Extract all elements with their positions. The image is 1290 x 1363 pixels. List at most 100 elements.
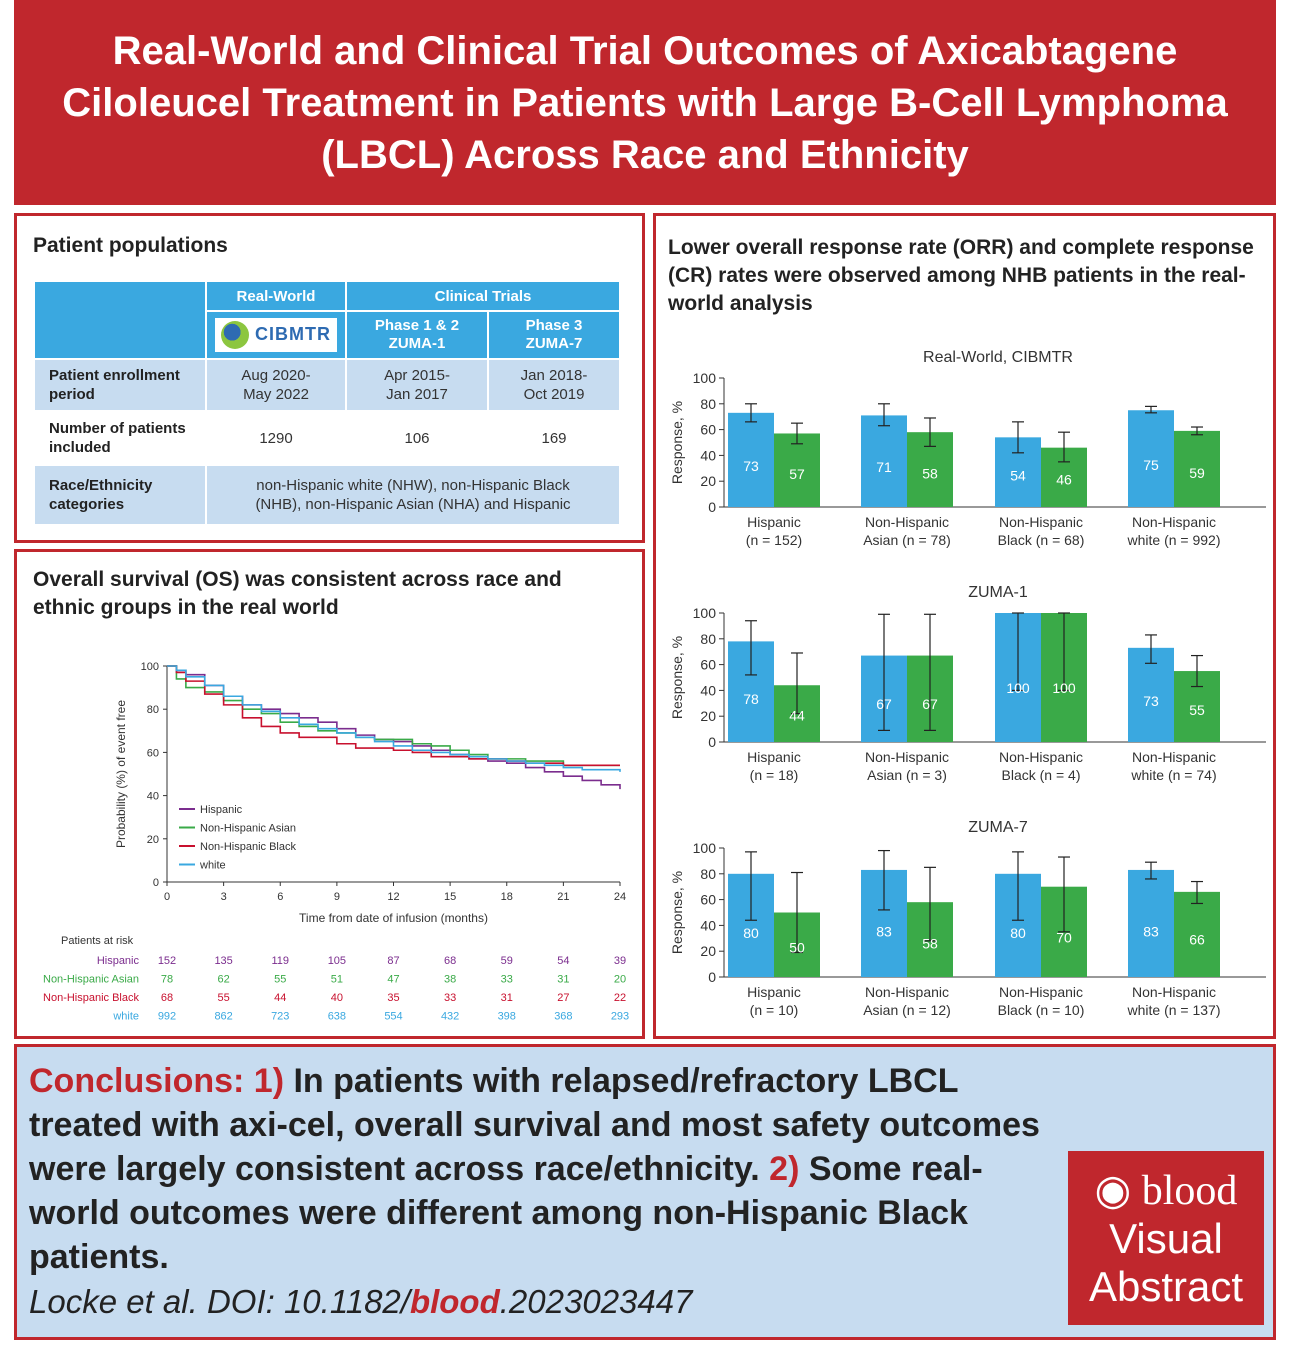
os-x-tick-label: 0 bbox=[164, 891, 170, 903]
os-x-tick-label: 18 bbox=[501, 891, 513, 903]
cibmtr-logo-icon bbox=[221, 320, 249, 349]
zuma7-label: ZUMA-7 bbox=[525, 335, 583, 352]
os-at-risk-value: 62 bbox=[218, 974, 230, 986]
zuma1-category-label: Hispanic bbox=[747, 749, 801, 765]
os-at-risk-value: 554 bbox=[384, 1011, 402, 1023]
col-header-trials: Clinical Trials bbox=[347, 282, 619, 310]
realworld-category-label: white (n = 992) bbox=[1127, 532, 1221, 548]
zuma1-title: ZUMA-1 bbox=[968, 584, 1028, 601]
os-chart: 0 20 40 60 80 100 0 3 6 9 12 15 18 21 24 Time from date… bbox=[43, 661, 629, 1023]
realworld-category-label: (n = 152) bbox=[746, 532, 802, 548]
realworld-y-tick-label: 100 bbox=[693, 370, 717, 386]
zuma1-y-tick-label: 80 bbox=[700, 631, 716, 647]
row-label-patients: Number of patients included bbox=[35, 412, 205, 464]
zuma7-bar-chart: ZUMA-7 0 20 40 60 80 100 Response, % 80 50 Hispani… bbox=[669, 819, 1266, 1018]
conclusion-mid: 2) bbox=[769, 1150, 800, 1188]
zuma1-data-label: 67 bbox=[922, 696, 938, 712]
os-at-risk-value: 31 bbox=[557, 974, 569, 986]
os-y-tick-label: 20 bbox=[147, 834, 159, 846]
os-at-risk-value: 35 bbox=[387, 992, 399, 1004]
zuma1-data-label: 100 bbox=[1006, 680, 1030, 696]
zuma1-y-tick-label: 60 bbox=[700, 657, 716, 673]
zuma7-y-tick-label: 40 bbox=[700, 917, 716, 933]
zuma7-category-label: Hispanic bbox=[747, 984, 801, 1000]
blood-logo-icon: ◉ bbox=[1094, 1168, 1132, 1214]
cell-enrollment-z7: Jan 2018- Oct 2019 bbox=[489, 360, 619, 410]
os-y-tick-label: 80 bbox=[147, 704, 159, 716]
row-label-race: Race/Ethnicity categories bbox=[35, 466, 205, 524]
citation: Locke et al. DOI: 10.1182/blood.20230234… bbox=[29, 1283, 692, 1321]
zuma1-category-label: Non-Hispanic bbox=[1132, 749, 1216, 765]
zuma7-category-label: white (n = 137) bbox=[1127, 1002, 1221, 1018]
cell-enrollment-rw: Aug 2020- May 2022 bbox=[207, 360, 345, 410]
zuma7-category-label: Non-Hispanic bbox=[999, 984, 1083, 1000]
zuma1-category-label: Black (n = 4) bbox=[1002, 767, 1081, 783]
zuma7-data-label: 83 bbox=[876, 923, 892, 939]
realworld-y-tick-label: 0 bbox=[708, 499, 716, 515]
os-legend-label: Non-Hispanic Asian bbox=[200, 823, 296, 835]
os-at-risk-value: 68 bbox=[444, 955, 456, 967]
realworld-bar bbox=[1174, 430, 1220, 507]
os-at-risk-value: 59 bbox=[501, 955, 513, 967]
realworld-data-label: 75 bbox=[1143, 457, 1159, 473]
realworld-bar bbox=[1128, 410, 1174, 507]
os-series-line bbox=[167, 665, 620, 767]
citation-pre: Locke et al. DOI: 10.1182/ bbox=[29, 1283, 410, 1320]
patient-populations-panel: Patient populations Real-World Clinical … bbox=[14, 213, 645, 543]
os-at-risk-value: 638 bbox=[328, 1011, 346, 1023]
realworld-y-tick-label: 80 bbox=[700, 396, 716, 412]
cibmtr-logo-cell: CIBMTR bbox=[207, 312, 345, 358]
os-x-tick-label: 6 bbox=[277, 891, 283, 903]
zuma7-y-tick-label: 0 bbox=[708, 969, 716, 985]
os-at-risk-row-label: Non-Hispanic Black bbox=[43, 992, 139, 1004]
realworld-title: Real-World, CIBMTR bbox=[923, 349, 1073, 366]
zuma7-category-label: Non-Hispanic bbox=[865, 984, 949, 1000]
zuma7-category-label: Asian (n = 12) bbox=[863, 1002, 951, 1018]
os-at-risk-heading: Patients at risk bbox=[61, 935, 134, 947]
os-x-tick-label: 3 bbox=[221, 891, 227, 903]
citation-post: .2023023447 bbox=[499, 1283, 693, 1320]
orr-panel: Lower overall response rate (ORR) and co… bbox=[653, 213, 1276, 1039]
conclusion-text: Conclusions: 1) In patients with relapse… bbox=[29, 1059, 1069, 1279]
os-x-tick-label: 21 bbox=[557, 891, 569, 903]
zuma1-bar-chart: ZUMA-1 0 20 40 60 80 100 Response, % 78 44 Hispani… bbox=[669, 584, 1266, 783]
title-banner: Real-World and Clinical Trial Outcomes o… bbox=[14, 0, 1276, 205]
patient-populations-table: Real-World Clinical Trials CIBMTR Phase … bbox=[33, 280, 621, 526]
os-y-tick-label: 60 bbox=[147, 747, 159, 759]
cell-patients-z1: 106 bbox=[347, 412, 487, 464]
realworld-category-label: Black (n = 68) bbox=[998, 532, 1085, 548]
blood-visual-abstract-badge: ◉ blood Visual Abstract bbox=[1068, 1151, 1264, 1325]
os-x-tick-label: 9 bbox=[334, 891, 340, 903]
os-at-risk-value: 55 bbox=[274, 974, 286, 986]
col-header-zuma1: Phase 1 & 2 ZUMA-1 bbox=[347, 312, 487, 358]
zuma1-y-axis-label: Response, % bbox=[669, 636, 685, 719]
realworld-data-label: 59 bbox=[1189, 465, 1205, 481]
os-panel: Overall survival (OS) was consistent acr… bbox=[14, 549, 645, 1039]
zuma1-category-label: (n = 18) bbox=[750, 767, 799, 783]
realworld-category-label: Asian (n = 78) bbox=[863, 532, 951, 548]
zuma7-y-axis-label: Response, % bbox=[669, 871, 685, 954]
os-x-axis-label: Time from date of infusion (months) bbox=[299, 911, 488, 925]
conclusion-part1: In patients with relapsed/refractory LBC… bbox=[29, 1062, 1040, 1188]
col-header-realworld: Real-World bbox=[207, 282, 345, 310]
cell-patients-z7: 169 bbox=[489, 412, 619, 464]
os-legend-label: Non-Hispanic Black bbox=[200, 841, 296, 853]
os-at-risk-value: 119 bbox=[271, 955, 289, 967]
zuma7-bar bbox=[1128, 869, 1174, 977]
realworld-category-label: Non-Hispanic bbox=[865, 514, 949, 530]
page-title: Real-World and Clinical Trial Outcomes o… bbox=[62, 28, 1228, 177]
os-at-risk-value: 992 bbox=[158, 1011, 176, 1023]
os-at-risk-value: 27 bbox=[557, 992, 569, 1004]
realworld-data-label: 58 bbox=[922, 466, 938, 482]
cell-race-value: non-Hispanic white (NHW), non-Hispanic B… bbox=[207, 466, 619, 524]
realworld-y-tick-label: 60 bbox=[700, 422, 716, 438]
zuma1-phase-label: Phase 1 & 2 bbox=[374, 317, 460, 334]
os-series-line bbox=[167, 665, 621, 772]
os-at-risk-value: 135 bbox=[214, 955, 232, 967]
row-label-enrollment: Patient enrollment period bbox=[35, 360, 205, 410]
os-at-risk-row-label: Hispanic bbox=[97, 955, 140, 967]
os-at-risk-value: 293 bbox=[611, 1011, 629, 1023]
os-at-risk-value: 55 bbox=[218, 992, 230, 1004]
os-at-risk-value: 31 bbox=[501, 992, 513, 1004]
os-x-tick-label: 12 bbox=[387, 891, 399, 903]
